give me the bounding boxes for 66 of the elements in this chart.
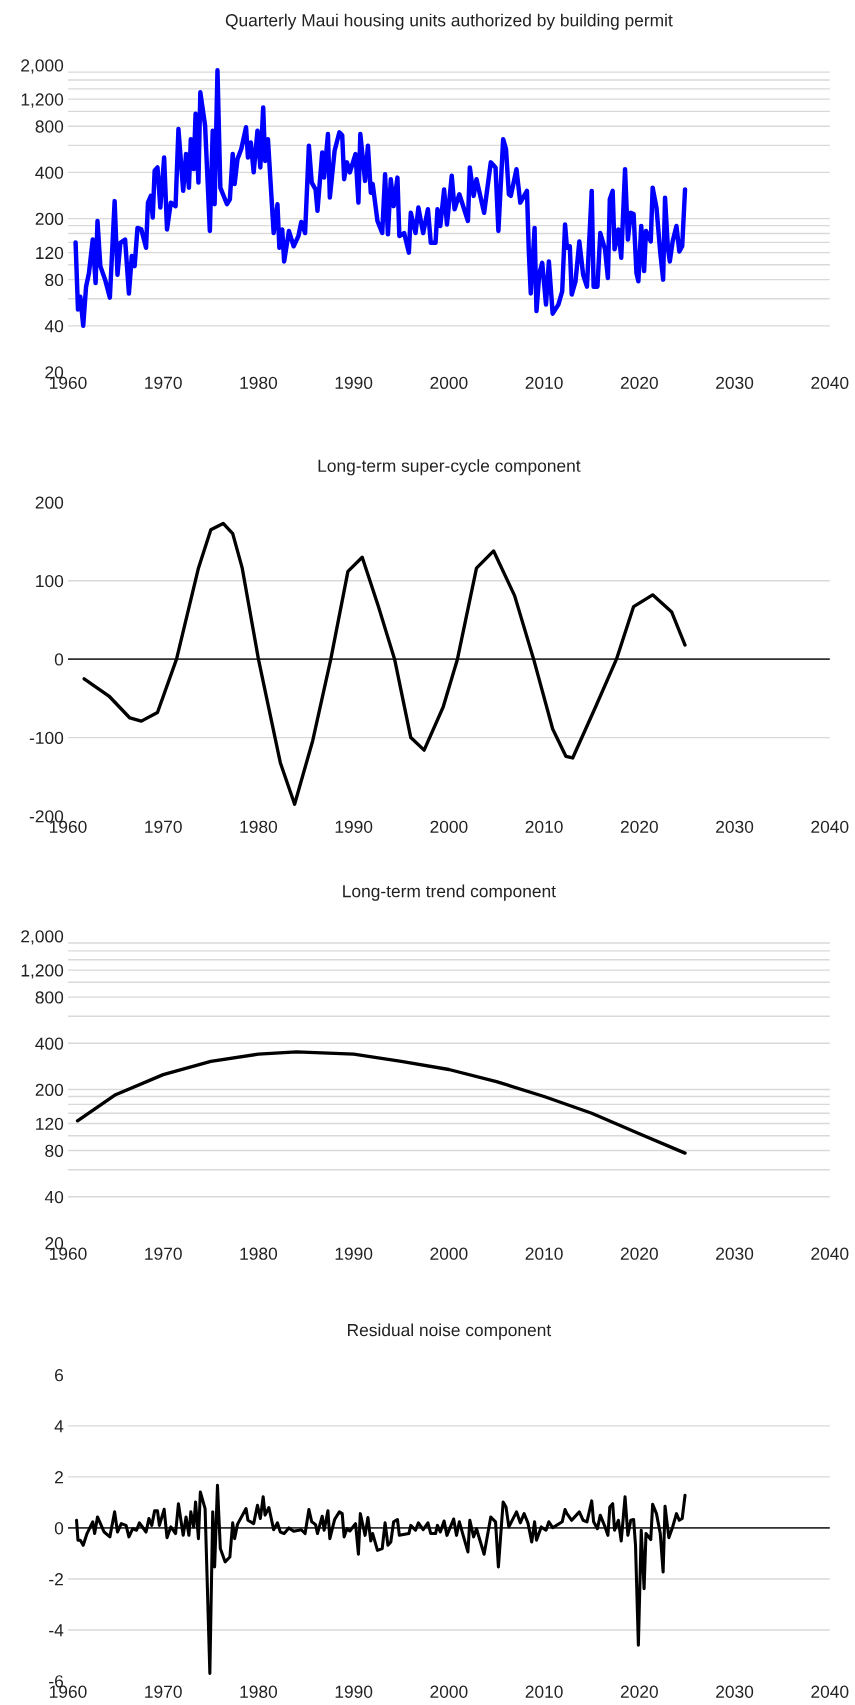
y-tick-label: 1,200 <box>21 964 64 979</box>
y-tick-label: 120 <box>36 1117 64 1130</box>
x-tick-label: 2000 <box>430 1685 468 1698</box>
chart-title: Long-term trend component <box>343 884 556 901</box>
y-tick-label: 100 <box>36 574 64 588</box>
x-tick-label: 2030 <box>716 376 754 389</box>
y-tick-label: 120 <box>36 246 64 260</box>
y-tick-label: 0 <box>54 653 64 666</box>
y-tick-label: 800 <box>35 991 64 1004</box>
x-tick-label: 2020 <box>620 820 658 833</box>
y-tick-label: 1,200 <box>21 93 64 108</box>
y-tick-label: 200 <box>35 212 64 226</box>
x-tick-label: 1980 <box>240 1685 278 1698</box>
chart-title: Quarterly Maui housing units authorized by building permit <box>225 13 673 30</box>
x-tick-label: 2040 <box>811 1685 849 1698</box>
line-series <box>82 521 687 806</box>
x-tick-label: 1970 <box>145 376 182 389</box>
y-tick-label: -100 <box>29 731 64 745</box>
y-tick-label: 4 <box>54 1420 64 1433</box>
y-tick-label: -2 <box>49 1573 63 1586</box>
line-series <box>75 1050 687 1155</box>
x-tick-label: 2030 <box>716 1685 754 1698</box>
chart-title: Residual noise component <box>348 1323 552 1340</box>
x-tick-label: 2040 <box>811 376 849 389</box>
y-tick-label: 400 <box>35 1037 64 1050</box>
x-tick-label: 2000 <box>430 376 468 389</box>
chart-title: Long-term super-cycle component <box>318 459 581 476</box>
x-tick-label: 1970 <box>145 1685 182 1698</box>
y-tick-label: 400 <box>35 166 64 179</box>
line-series <box>75 1483 687 1676</box>
x-tick-label: 2020 <box>620 1247 658 1260</box>
x-tick-label: 2010 <box>525 1247 563 1260</box>
x-tick-label: 2010 <box>525 1685 563 1698</box>
x-tick-label: 1990 <box>335 1247 373 1260</box>
y-tick-label: 200 <box>35 496 64 509</box>
x-tick-label: 2030 <box>716 1247 754 1260</box>
y-tick-label: 2,000 <box>21 930 64 945</box>
y-tick-label: 6 <box>55 1369 64 1382</box>
y-tick-label: 0 <box>54 1522 64 1535</box>
x-tick-label: 2040 <box>811 820 849 833</box>
x-tick-label: 2030 <box>716 820 754 833</box>
y-tick-label: 2 <box>55 1471 63 1484</box>
y-tick-label: 40 <box>44 1190 64 1204</box>
y-tick-label: 40 <box>44 320 64 333</box>
x-tick-label: 2040 <box>811 1247 849 1260</box>
y-tick-label: 200 <box>35 1083 64 1096</box>
x-tick-label: 1990 <box>335 1685 373 1698</box>
x-tick-label: 1980 <box>240 1247 278 1260</box>
y-tick-label: 80 <box>45 273 64 287</box>
x-tick-label: 2020 <box>620 1685 658 1698</box>
y-tick-label: -4 <box>49 1624 64 1637</box>
x-tick-label: 1970 <box>145 1247 182 1260</box>
x-tick-label: 2020 <box>620 376 658 389</box>
x-tick-label: 1980 <box>240 376 278 389</box>
x-tick-label: 1970 <box>145 820 182 833</box>
x-tick-label: 1990 <box>335 376 373 389</box>
x-tick-label: 2010 <box>525 376 563 389</box>
x-tick-label: 2000 <box>430 1247 468 1260</box>
x-tick-label: 1980 <box>240 820 278 833</box>
x-tick-label: 1990 <box>335 820 373 833</box>
y-tick-label: 800 <box>35 120 64 133</box>
line-series <box>73 68 688 329</box>
y-tick-label: 2,000 <box>21 59 64 74</box>
y-tick-label: 80 <box>45 1144 64 1158</box>
x-tick-label: 2010 <box>525 820 563 833</box>
x-tick-label: 2000 <box>430 820 468 833</box>
